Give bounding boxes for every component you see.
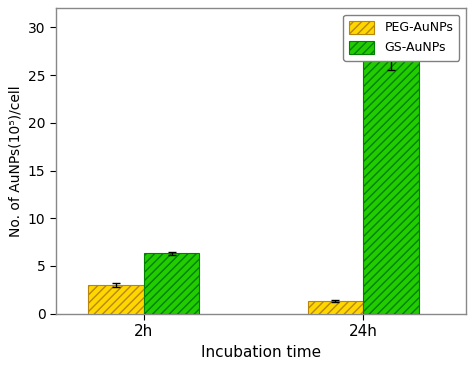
X-axis label: Incubation time: Incubation time bbox=[201, 345, 321, 360]
Bar bbox=[363, 56, 419, 314]
Y-axis label: No. of AuNPs(10⁵)/cell: No. of AuNPs(10⁵)/cell bbox=[9, 85, 22, 237]
Bar bbox=[144, 253, 200, 314]
Bar bbox=[88, 285, 144, 314]
Legend: PEG-AuNPs, GS-AuNPs: PEG-AuNPs, GS-AuNPs bbox=[343, 15, 459, 61]
Bar bbox=[308, 301, 363, 314]
